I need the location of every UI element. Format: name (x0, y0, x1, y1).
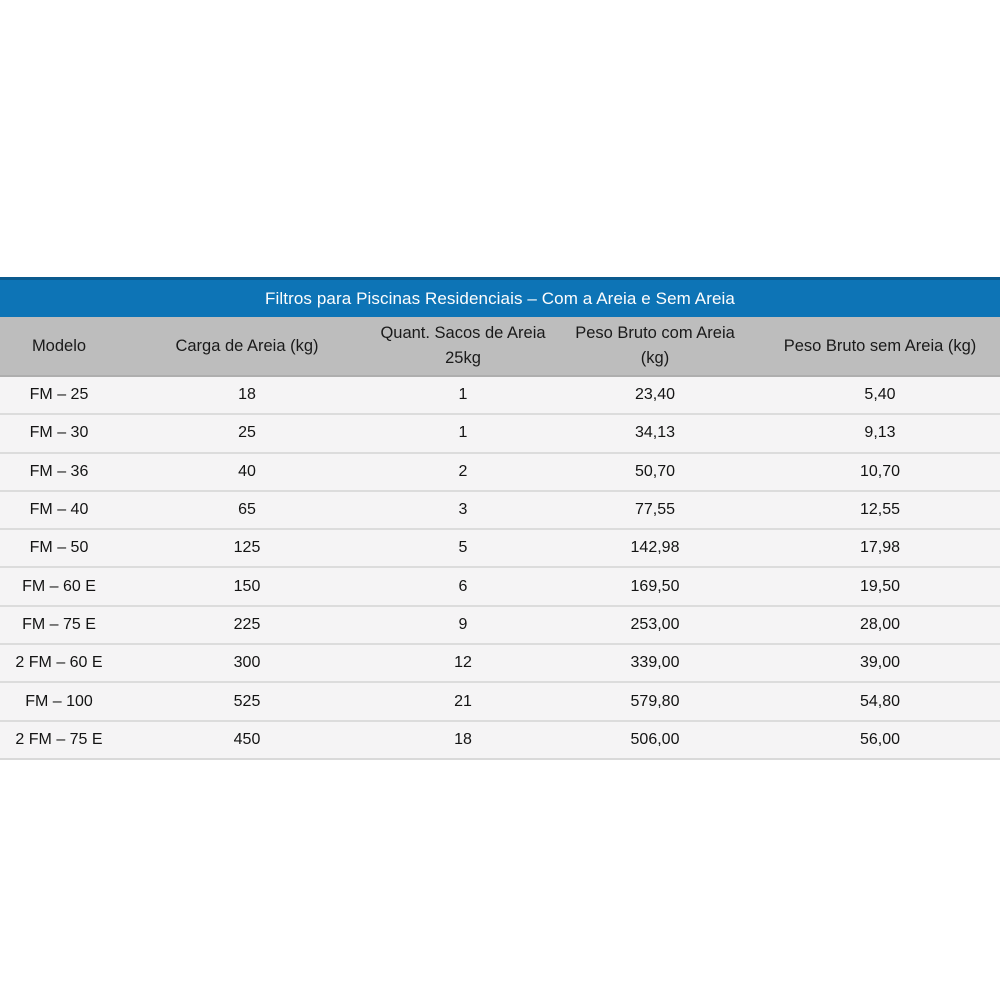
cell-carga: 225 (233, 615, 261, 633)
cell-peso-com: 579,80 (630, 692, 680, 710)
header-peso-bruto-sem-areia: Peso Bruto sem Areia (kg) (783, 336, 977, 355)
cell-modelo: FM – 100 (25, 692, 93, 710)
table-title: Filtros para Piscinas Residenciais – Com… (265, 288, 735, 308)
table-row: FM – 25 18 1 23,40 5,40 (0, 377, 1000, 416)
table-header-row: Modelo Carga de Areia (kg) Quant. Sacos … (0, 317, 1000, 377)
cell-sacos: 5 (458, 539, 468, 557)
cell-modelo: FM – 75 E (22, 615, 96, 633)
header-quant-sacos: Quant. Sacos de Areia 25kg (380, 324, 546, 367)
cell-peso-sem: 5,40 (864, 386, 896, 404)
cell-carga: 25 (238, 424, 256, 442)
cell-peso-com: 34,13 (634, 424, 676, 442)
table-row: FM – 30 25 1 34,13 9,13 (0, 415, 1000, 454)
cell-peso-sem: 56,00 (859, 730, 901, 748)
cell-peso-com: 77,55 (634, 501, 676, 519)
filters-spec-table: Filtros para Piscinas Residenciais – Com… (0, 277, 1000, 760)
cell-peso-sem: 39,00 (859, 654, 901, 672)
cell-carga: 150 (233, 577, 261, 595)
cell-peso-sem: 28,00 (859, 615, 901, 633)
cell-modelo: FM – 40 (29, 501, 89, 519)
cell-peso-sem: 17,98 (859, 539, 901, 557)
cell-sacos: 1 (458, 424, 468, 442)
table-row: FM – 50 125 5 142,98 17,98 (0, 530, 1000, 569)
table-row: 2 FM – 75 E 450 18 506,00 56,00 (0, 721, 1000, 760)
cell-peso-com: 50,70 (634, 462, 676, 480)
cell-peso-com: 142,98 (630, 539, 680, 557)
cell-carga: 18 (238, 386, 256, 404)
cell-modelo: FM – 36 (29, 462, 89, 480)
cell-modelo: FM – 30 (29, 424, 89, 442)
cell-modelo: 2 FM – 60 E (15, 654, 103, 672)
cell-sacos: 9 (458, 615, 468, 633)
cell-peso-com: 339,00 (630, 654, 680, 672)
cell-peso-sem: 19,50 (859, 577, 901, 595)
cell-sacos: 6 (458, 577, 468, 595)
cell-peso-com: 506,00 (630, 730, 680, 748)
cell-carga: 65 (238, 501, 256, 519)
cell-modelo: FM – 50 (29, 539, 89, 557)
cell-carga: 40 (238, 462, 256, 480)
header-peso-bruto-com-areia: Peso Bruto com Areia (kg) (575, 324, 735, 367)
cell-peso-com: 253,00 (630, 615, 680, 633)
cell-peso-com: 169,50 (630, 577, 680, 595)
cell-sacos: 21 (454, 692, 472, 710)
cell-carga: 125 (233, 539, 261, 557)
cell-peso-com: 23,40 (634, 386, 676, 404)
cell-sacos: 3 (458, 501, 468, 519)
cell-peso-sem: 54,80 (859, 692, 901, 710)
cell-peso-sem: 10,70 (859, 462, 901, 480)
cell-sacos: 18 (454, 730, 472, 748)
table-row: FM – 100 525 21 579,80 54,80 (0, 683, 1000, 722)
cell-carga: 450 (233, 730, 261, 748)
cell-sacos: 1 (458, 386, 468, 404)
cell-sacos: 12 (454, 654, 472, 672)
cell-peso-sem: 9,13 (864, 424, 896, 442)
cell-modelo: FM – 25 (29, 386, 89, 404)
cell-modelo: 2 FM – 75 E (15, 730, 103, 748)
header-carga-de-areia: Carga de Areia (kg) (175, 336, 319, 355)
cell-modelo: FM – 60 E (22, 577, 96, 595)
cell-sacos: 2 (458, 462, 468, 480)
table-row: 2 FM – 60 E 300 12 339,00 39,00 (0, 645, 1000, 684)
table-row: FM – 36 40 2 50,70 10,70 (0, 453, 1000, 492)
table-row: FM – 60 E 150 6 169,50 19,50 (0, 568, 1000, 607)
cell-peso-sem: 12,55 (859, 501, 901, 519)
cell-carga: 525 (233, 692, 261, 710)
cell-carga: 300 (233, 654, 261, 672)
table-row: FM – 40 65 3 77,55 12,55 (0, 491, 1000, 531)
header-modelo: Modelo (31, 336, 87, 355)
table-title-bar: Filtros para Piscinas Residenciais – Com… (0, 277, 1000, 317)
table-row: FM – 75 E 225 9 253,00 28,00 (0, 606, 1000, 646)
